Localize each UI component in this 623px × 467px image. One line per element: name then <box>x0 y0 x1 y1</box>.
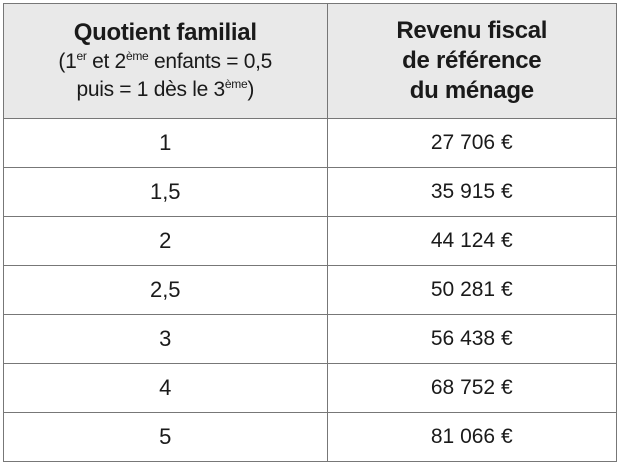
table-row: 2,5 50 281 € <box>4 265 616 315</box>
revenu-cell: 44 124 € <box>327 216 616 266</box>
header-quotient-note-line2: puis = 1 dès le 3ème) <box>76 76 255 101</box>
revenu-cell: 35 915 € <box>327 167 616 217</box>
revenu-cell: 50 281 € <box>327 265 616 315</box>
header-quotient-note-line1: (1er et 2ème enfants = 0,5 <box>58 48 273 73</box>
income-table-container: Quotient familial (1er et 2ème enfants =… <box>3 3 617 462</box>
table-row: 1 27 706 € <box>4 118 616 168</box>
table-row: 5 81 066 € <box>4 412 616 461</box>
quotient-cell: 1 <box>4 118 328 168</box>
quotient-cell: 1,5 <box>4 167 328 217</box>
revenu-cell: 68 752 € <box>327 363 616 413</box>
header-revenu-line3: du ménage <box>409 76 534 104</box>
quotient-cell: 5 <box>4 412 328 461</box>
header-quotient-title: Quotient familial <box>73 18 257 46</box>
table-row: 1,5 35 915 € <box>4 167 616 217</box>
revenu-cell: 81 066 € <box>430 424 513 448</box>
revenu-cell: 27 706 € <box>327 118 616 168</box>
income-threshold-table: Quotient familial (1er et 2ème enfants =… <box>4 4 616 461</box>
header-revenu-line1: Revenu fiscal <box>396 16 548 44</box>
table-row: 3 56 438 € <box>4 314 616 364</box>
table-row: 4 68 752 € <box>4 363 616 413</box>
revenu-cell: 56 438 € <box>327 314 616 364</box>
quotient-cell: 2 <box>4 216 328 266</box>
quotient-cell: 4 <box>4 363 328 413</box>
header-quotient-familial: Quotient familial (1er et 2ème enfants =… <box>4 4 328 119</box>
quotient-cell: 3 <box>4 314 328 364</box>
header-revenu-fiscal: Revenu fiscal de référence du ménage <box>327 4 616 119</box>
header-revenu-line2: de référence <box>402 46 542 74</box>
table-row: 2 44 124 € <box>4 216 616 266</box>
table-header-row: Quotient familial (1er et 2ème enfants =… <box>4 4 616 119</box>
quotient-cell: 2,5 <box>4 265 328 315</box>
